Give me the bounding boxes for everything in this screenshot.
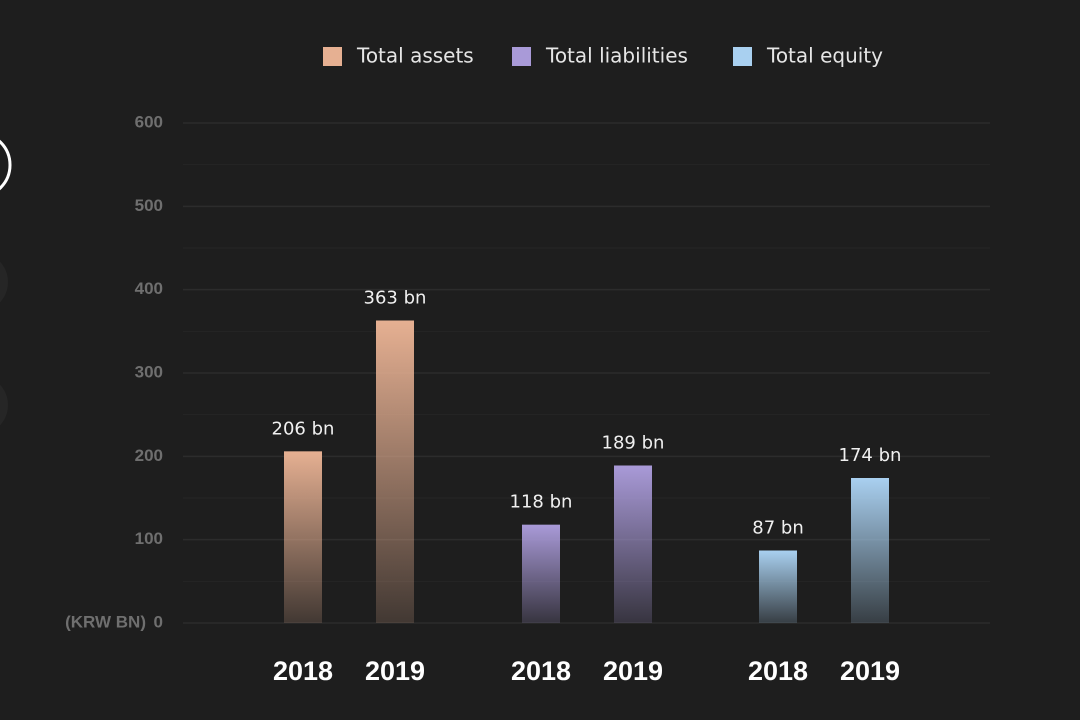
value-label: 118 bn: [510, 492, 573, 513]
legend-swatch: [512, 47, 531, 66]
nav-button[interactable]: [0, 252, 8, 312]
legend-label: Total equity: [766, 44, 883, 68]
bar: [376, 320, 414, 623]
legend-label: Total assets: [356, 44, 474, 68]
y-tick-label: 400: [135, 279, 163, 298]
value-label: 174 bn: [839, 445, 902, 466]
x-tick-label: 2019: [603, 656, 663, 686]
value-label: 87 bn: [752, 518, 803, 539]
x-tick-label: 2019: [365, 656, 425, 686]
y-tick-label: 0: [154, 612, 163, 631]
y-unit-label: (KRW BN): [65, 612, 146, 631]
y-tick-label: 100: [135, 529, 163, 548]
bar: [522, 524, 560, 623]
nav-button[interactable]: [0, 375, 8, 435]
y-tick-label: 500: [135, 196, 163, 215]
x-tick-label: 2018: [273, 656, 333, 686]
x-tick-label: 2018: [511, 656, 571, 686]
bar: [759, 550, 797, 623]
y-tick-label: 200: [135, 446, 163, 465]
x-tick-label: 2018: [748, 656, 808, 686]
bar: [284, 451, 322, 623]
legend-swatch: [733, 47, 752, 66]
x-tick-label: 2019: [840, 656, 900, 686]
bar: [851, 478, 889, 623]
y-tick-label: 300: [135, 362, 163, 381]
bar: [614, 465, 652, 623]
value-label: 189 bn: [602, 433, 665, 454]
value-label: 363 bn: [364, 288, 427, 309]
legend-swatch: [323, 47, 342, 66]
y-tick-label: 600: [135, 112, 163, 131]
value-label: 206 bn: [272, 418, 335, 439]
nav-button[interactable]: [0, 133, 12, 197]
legend-label: Total liabilities: [545, 44, 688, 68]
